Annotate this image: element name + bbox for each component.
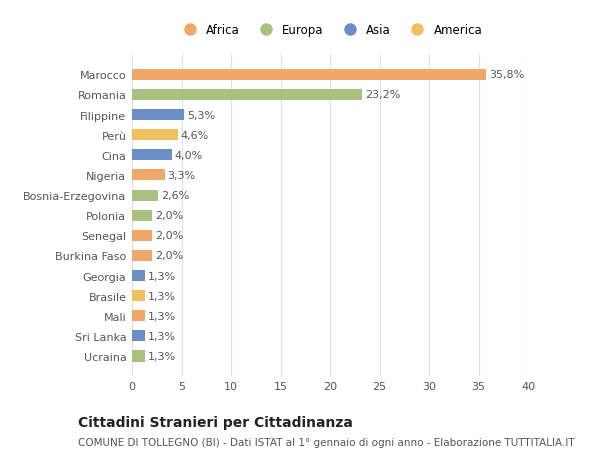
Text: 4,6%: 4,6% bbox=[181, 130, 209, 140]
Text: 2,6%: 2,6% bbox=[161, 190, 189, 201]
Text: 1,3%: 1,3% bbox=[148, 271, 176, 281]
Bar bbox=[132, 70, 487, 81]
Bar bbox=[132, 250, 152, 262]
Text: 3,3%: 3,3% bbox=[167, 171, 196, 180]
Text: 2,0%: 2,0% bbox=[155, 211, 183, 221]
Bar bbox=[132, 311, 145, 322]
Bar bbox=[132, 330, 145, 341]
Text: 4,0%: 4,0% bbox=[175, 151, 203, 161]
Text: 1,3%: 1,3% bbox=[148, 331, 176, 341]
Bar bbox=[132, 170, 164, 181]
Bar bbox=[132, 150, 172, 161]
Bar bbox=[132, 351, 145, 362]
Text: 1,3%: 1,3% bbox=[148, 291, 176, 301]
Bar bbox=[132, 110, 184, 121]
Bar bbox=[132, 230, 152, 241]
Text: 2,0%: 2,0% bbox=[155, 231, 183, 241]
Text: COMUNE DI TOLLEGNO (BI) - Dati ISTAT al 1° gennaio di ogni anno - Elaborazione T: COMUNE DI TOLLEGNO (BI) - Dati ISTAT al … bbox=[78, 437, 575, 447]
Text: 5,3%: 5,3% bbox=[187, 110, 215, 120]
Bar bbox=[132, 90, 362, 101]
Bar bbox=[132, 291, 145, 302]
Text: 2,0%: 2,0% bbox=[155, 251, 183, 261]
Bar bbox=[132, 210, 152, 221]
Bar bbox=[132, 270, 145, 281]
Text: 23,2%: 23,2% bbox=[365, 90, 400, 100]
Text: 35,8%: 35,8% bbox=[490, 70, 524, 80]
Text: 1,3%: 1,3% bbox=[148, 351, 176, 361]
Bar bbox=[132, 130, 178, 141]
Legend: Africa, Europa, Asia, America: Africa, Europa, Asia, America bbox=[173, 19, 487, 42]
Text: Cittadini Stranieri per Cittadinanza: Cittadini Stranieri per Cittadinanza bbox=[78, 415, 353, 429]
Bar bbox=[132, 190, 158, 201]
Text: 1,3%: 1,3% bbox=[148, 311, 176, 321]
